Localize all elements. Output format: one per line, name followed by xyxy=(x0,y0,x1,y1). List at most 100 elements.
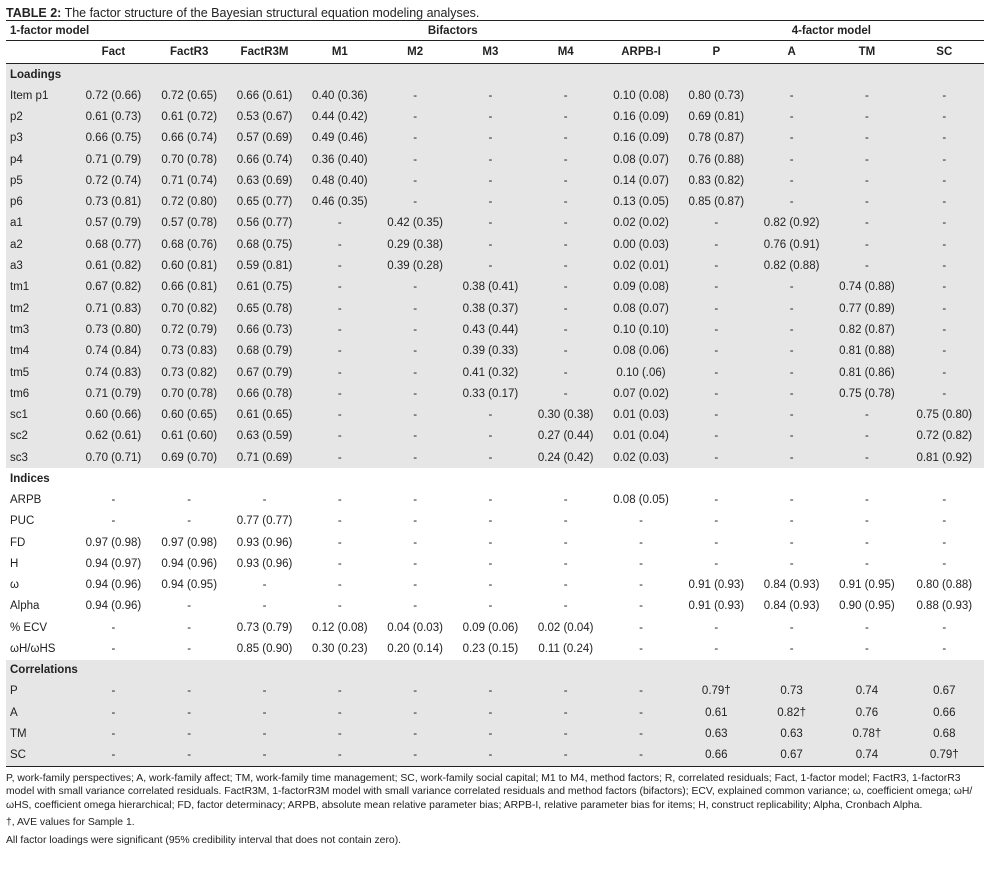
table-cell: - xyxy=(413,451,418,464)
table-cell: - xyxy=(864,493,869,506)
table-cell: - xyxy=(488,430,493,443)
table-cell: - xyxy=(639,579,643,592)
table-notes: P, work-family perspectives; A, work-fam… xyxy=(6,772,984,847)
table-cell: 0.30 (0.38) xyxy=(537,409,594,422)
table-cell: 0.81 (0.92) xyxy=(916,451,973,464)
table-cell: 0.73 (0.82) xyxy=(161,366,218,379)
table-cell: - xyxy=(789,643,794,656)
table-cell: 0.72 (0.65) xyxy=(161,89,218,102)
table-cell: - xyxy=(789,557,794,570)
table-cell: - xyxy=(337,600,342,613)
table-cell: - xyxy=(488,557,493,570)
loadings-row: tm3 0.73 (0.80) 0.72 (0.79) 0.66 (0.73) - - 0.… xyxy=(6,319,984,341)
row-label: p2 xyxy=(10,110,23,123)
table-cell: 0.90 (0.95) xyxy=(839,600,895,613)
table-note: P, work-family perspectives; A, work-fam… xyxy=(6,772,973,811)
table-cell: 0.94 (0.95) xyxy=(161,579,218,592)
loadings-row: p2 0.61 (0.73) 0.61 (0.72) 0.53 (0.67) 0.44 … xyxy=(6,106,984,128)
table-cell: - xyxy=(488,493,493,506)
table-cell: - xyxy=(187,515,192,528)
table-cell: - xyxy=(413,302,418,315)
table-cell: - xyxy=(789,345,794,358)
loadings-row: tm1 0.67 (0.82) 0.66 (0.81) 0.61 (0.75) - - 0.… xyxy=(6,276,984,298)
table-cell: 0.10 (0.10) xyxy=(613,323,669,336)
table-cell: - xyxy=(413,366,418,379)
table-cell: - xyxy=(789,153,794,166)
table-cell: - xyxy=(864,409,869,422)
table-cell: - xyxy=(413,579,418,592)
table-cell: - xyxy=(488,260,493,273)
table-cell: - xyxy=(864,430,869,443)
table-cell: - xyxy=(639,727,643,740)
table-cell: - xyxy=(413,685,418,698)
loadings-row: p5 0.72 (0.74) 0.71 (0.74) 0.63 (0.69) 0.48 … xyxy=(6,170,984,192)
row-label: tm2 xyxy=(10,302,30,315)
factor-structure-table: 1-factor model Bifactors 4-factor model … xyxy=(6,20,984,767)
table-cell: 0.97 (0.98) xyxy=(85,536,142,549)
table-cell: 0.27 (0.44) xyxy=(537,430,594,443)
table-cell: 0.23 (0.15) xyxy=(462,643,519,656)
table-cell: 0.63 xyxy=(705,727,728,740)
table-cell: - xyxy=(488,600,493,613)
table-cell: - xyxy=(413,153,418,166)
table-cell: 0.66 (0.81) xyxy=(161,281,218,294)
table-cell: - xyxy=(413,536,418,549)
table-cell: - xyxy=(488,132,493,145)
table-cell: 0.41 (0.32) xyxy=(462,366,519,379)
table-cell: 0.91 (0.93) xyxy=(688,600,745,613)
table-cell: 0.07 (0.02) xyxy=(613,387,669,400)
table-cell: - xyxy=(488,749,493,762)
table-cell: 0.74 (0.84) xyxy=(85,345,142,358)
loadings-row: tm4 0.74 (0.84) 0.73 (0.83) 0.68 (0.79) - - 0.… xyxy=(6,340,984,362)
table-cell: - xyxy=(563,238,568,251)
table-cell: 0.13 (0.05) xyxy=(613,196,669,209)
table-cell: - xyxy=(488,238,493,251)
table-cell: 0.82 (0.92) xyxy=(763,217,820,230)
table-cell: - xyxy=(262,685,267,698)
table-cell: - xyxy=(563,110,568,123)
table-cell: - xyxy=(789,387,794,400)
correlations-row: SC - - - - - - - - 0.66 0.67 0.74 0.79† xyxy=(6,744,984,767)
section-title-loadings: Loadings xyxy=(10,68,62,81)
caption-text: The factor structure of the Bayesian str… xyxy=(61,6,480,20)
table-cell: 0.81 (0.88) xyxy=(839,345,895,358)
table-cell: - xyxy=(942,174,947,187)
table-cell: 0.83 (0.82) xyxy=(688,174,745,187)
table-cell: 0.08 (0.06) xyxy=(613,345,669,358)
column-header: M2 xyxy=(377,40,453,64)
table-cell: - xyxy=(111,515,116,528)
table-cell: - xyxy=(111,621,116,634)
table-cell: 0.11 (0.24) xyxy=(538,643,594,656)
loadings-row: p4 0.71 (0.79) 0.70 (0.78) 0.66 (0.74) 0.36 … xyxy=(6,148,984,171)
table-cell: 0.67 xyxy=(780,749,803,762)
table-note: All factor loadings were significant (95… xyxy=(6,834,402,846)
table-cell: 0.77 (0.89) xyxy=(839,302,895,315)
table-cell: 0.71 (0.79) xyxy=(85,153,142,166)
table-cell: 0.56 (0.77) xyxy=(236,217,293,230)
table-cell: - xyxy=(488,706,493,719)
table-cell: - xyxy=(563,302,568,315)
indices-row: % ECV - - 0.73 (0.79) 0.12 (0.08) 0.04 (0.03)… xyxy=(6,617,984,639)
table-cell: 0.94 (0.96) xyxy=(85,600,142,613)
table-cell: - xyxy=(563,706,568,719)
column-header: FactR3 xyxy=(151,40,227,64)
correlations-row: TM - - - - - - - - 0.63 0.63 0.78† 0.68 xyxy=(6,723,984,745)
table-cell: - xyxy=(488,515,493,528)
loadings-row: tm2 0.71 (0.83) 0.70 (0.82) 0.65 (0.78) - - 0.… xyxy=(6,297,984,320)
table-cell: - xyxy=(337,749,342,762)
table-cell: - xyxy=(413,409,418,422)
row-label: ARPB xyxy=(10,493,42,506)
row-label: tm1 xyxy=(10,281,30,294)
indices-row: PUC - - 0.77 (0.77) - - - - - - - - - xyxy=(6,510,984,532)
table-cell: - xyxy=(413,430,418,443)
table-cell: 0.61 (0.72) xyxy=(161,110,218,123)
table-cell: - xyxy=(111,643,116,656)
table-cell: 0.70 (0.82) xyxy=(161,302,218,315)
table-cell: - xyxy=(714,238,719,251)
table-cell: - xyxy=(413,174,418,187)
loadings-row: a2 0.68 (0.77) 0.68 (0.76) 0.68 (0.75) - 0.29… xyxy=(6,234,984,256)
table-cell: 0.63 (0.59) xyxy=(236,430,293,443)
table-cell: - xyxy=(563,493,568,506)
table-cell: 0.70 (0.71) xyxy=(85,451,142,464)
table-cell: 0.61 (0.75) xyxy=(236,281,293,294)
